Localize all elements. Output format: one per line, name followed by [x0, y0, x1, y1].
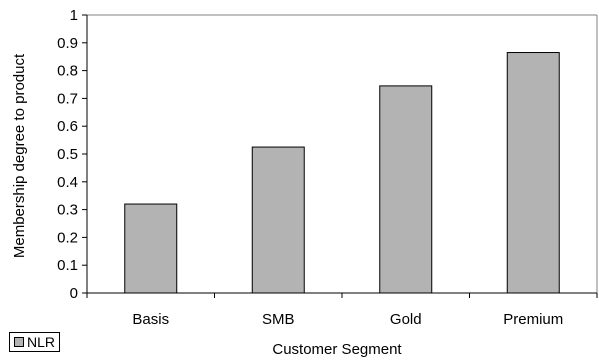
- y-tick-label: 0.3: [57, 202, 78, 219]
- y-tick-label: 0.9: [57, 35, 78, 52]
- y-axis-ticks: 0 0.1 0.2 0.3 0.4 0.5 0.6 0.7 0.8 0.9 1: [57, 7, 87, 302]
- legend: NLR: [9, 332, 61, 352]
- bar-premium: [506, 52, 560, 294]
- x-tick-label: SMB: [262, 311, 295, 328]
- y-tick-label: 0.8: [57, 63, 78, 80]
- y-tick-label: 0.6: [57, 118, 78, 135]
- y-tick-label: 0.5: [57, 146, 78, 163]
- y-tick-label: 0.2: [57, 229, 78, 246]
- y-tick-label: 0: [70, 285, 78, 302]
- bar-basis: [124, 203, 178, 294]
- legend-swatch: [14, 337, 24, 347]
- x-tick-label: Premium: [503, 311, 563, 328]
- y-tick-label: 0.4: [57, 174, 78, 191]
- bar-smb: [251, 146, 305, 294]
- x-tick-label: Basis: [132, 311, 169, 328]
- x-axis-ticks: Basis SMB Gold Premium: [86, 293, 598, 328]
- y-tick-label: 1: [70, 7, 78, 24]
- y-tick-label: 0.7: [57, 90, 78, 107]
- y-tick-label: 0.1: [57, 257, 78, 274]
- x-tick-label: Gold: [390, 311, 422, 328]
- legend-label-nlr: NLR: [27, 334, 56, 350]
- bars: [124, 52, 560, 294]
- bar-gold: [379, 85, 433, 294]
- y-axis-title: Membership degree to product: [11, 53, 28, 258]
- x-axis-title: Customer Segment: [272, 341, 402, 358]
